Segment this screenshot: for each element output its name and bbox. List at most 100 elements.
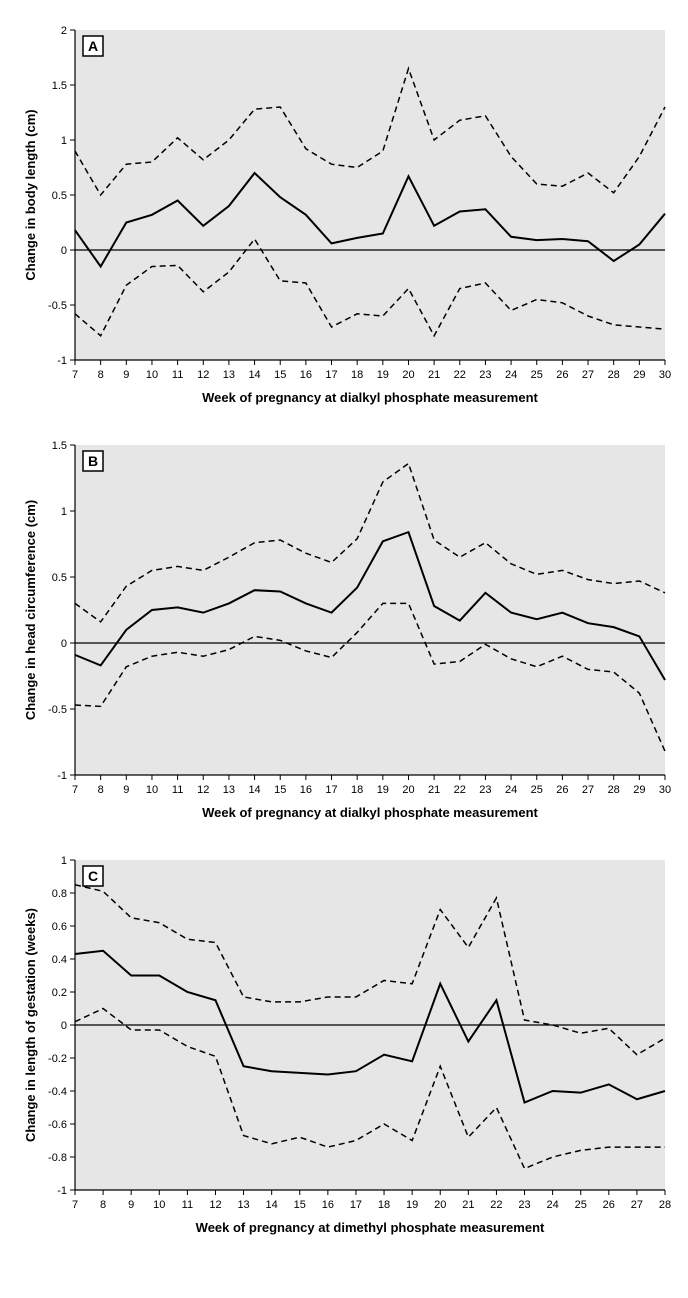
x-tick-label: 12 xyxy=(197,784,209,796)
panel-label: C xyxy=(88,868,98,884)
x-tick-label: 9 xyxy=(123,784,129,796)
chart-svg: -1-0.500.511.578910111213141516171819202… xyxy=(20,435,675,830)
x-tick-label: 14 xyxy=(248,369,260,381)
x-tick-label: 27 xyxy=(631,1199,643,1211)
x-tick-label: 20 xyxy=(402,784,414,796)
x-tick-label: 28 xyxy=(659,1199,671,1211)
y-tick-label: -0.4 xyxy=(48,1086,67,1098)
x-tick-label: 19 xyxy=(406,1199,418,1211)
x-tick-label: 27 xyxy=(582,369,594,381)
x-tick-label: 19 xyxy=(377,784,389,796)
x-tick-label: 25 xyxy=(575,1199,587,1211)
x-tick-label: 18 xyxy=(351,784,363,796)
x-tick-label: 21 xyxy=(428,369,440,381)
y-tick-label: 0.5 xyxy=(52,572,67,584)
x-tick-label: 19 xyxy=(377,369,389,381)
y-tick-label: 2 xyxy=(61,25,67,37)
x-tick-label: 22 xyxy=(454,784,466,796)
x-axis-label: Week of pregnancy at dialkyl phosphate m… xyxy=(202,805,538,820)
y-axis-label: Change in head circumference (cm) xyxy=(23,500,38,720)
plot-background xyxy=(75,445,665,775)
y-tick-label: -0.8 xyxy=(48,1152,67,1164)
x-tick-label: 21 xyxy=(428,784,440,796)
x-tick-label: 7 xyxy=(72,784,78,796)
x-tick-label: 15 xyxy=(274,369,286,381)
x-tick-label: 14 xyxy=(266,1199,278,1211)
x-tick-label: 12 xyxy=(197,369,209,381)
y-tick-label: 0 xyxy=(61,638,67,650)
x-tick-label: 20 xyxy=(434,1199,446,1211)
x-tick-label: 22 xyxy=(490,1199,502,1211)
y-tick-label: -0.5 xyxy=(48,704,67,716)
x-tick-label: 11 xyxy=(172,784,183,796)
y-tick-label: 0 xyxy=(61,245,67,257)
x-axis-label: Week of pregnancy at dialkyl phosphate m… xyxy=(202,390,538,405)
x-tick-label: 30 xyxy=(659,784,671,796)
x-tick-label: 25 xyxy=(531,784,543,796)
chart-svg: -1-0.8-0.6-0.4-0.200.20.40.60.8178910111… xyxy=(20,850,675,1245)
y-tick-label: 0.8 xyxy=(52,888,67,900)
x-tick-label: 29 xyxy=(633,369,645,381)
x-tick-label: 28 xyxy=(608,369,620,381)
x-tick-label: 18 xyxy=(351,369,363,381)
x-tick-label: 26 xyxy=(556,784,568,796)
y-tick-label: -0.5 xyxy=(48,300,67,312)
x-tick-label: 25 xyxy=(531,369,543,381)
x-tick-label: 24 xyxy=(505,784,517,796)
x-tick-label: 13 xyxy=(223,369,235,381)
x-tick-label: 17 xyxy=(350,1199,362,1211)
x-tick-label: 10 xyxy=(153,1199,165,1211)
x-tick-label: 9 xyxy=(123,369,129,381)
plot-background xyxy=(75,30,665,360)
chart-svg: -1-0.500.511.527891011121314151617181920… xyxy=(20,20,675,415)
x-tick-label: 17 xyxy=(325,369,337,381)
y-tick-label: 1.5 xyxy=(52,80,67,92)
x-tick-label: 18 xyxy=(378,1199,390,1211)
y-tick-label: 0.5 xyxy=(52,190,67,202)
x-tick-label: 8 xyxy=(98,784,104,796)
x-tick-label: 7 xyxy=(72,1199,78,1211)
x-tick-label: 13 xyxy=(223,784,235,796)
x-tick-label: 8 xyxy=(100,1199,106,1211)
y-tick-label: -1 xyxy=(57,1185,67,1197)
y-tick-label: 0.4 xyxy=(52,954,67,966)
x-tick-label: 15 xyxy=(294,1199,306,1211)
y-tick-label: -0.6 xyxy=(48,1119,67,1131)
x-tick-label: 21 xyxy=(462,1199,474,1211)
y-axis-label: Change in body length (cm) xyxy=(23,109,38,280)
x-tick-label: 10 xyxy=(146,369,158,381)
y-tick-label: 1 xyxy=(61,855,67,867)
x-tick-label: 16 xyxy=(300,369,312,381)
x-tick-label: 15 xyxy=(274,784,286,796)
y-tick-label: 0 xyxy=(61,1020,67,1032)
x-tick-label: 29 xyxy=(633,784,645,796)
chart-panel-b: -1-0.500.511.578910111213141516171819202… xyxy=(20,435,668,830)
panel-label: B xyxy=(88,453,98,469)
y-tick-label: -1 xyxy=(57,770,67,782)
x-tick-label: 16 xyxy=(322,1199,334,1211)
x-tick-label: 24 xyxy=(505,369,517,381)
x-tick-label: 22 xyxy=(454,369,466,381)
x-tick-label: 23 xyxy=(479,784,491,796)
x-axis-label: Week of pregnancy at dimethyl phosphate … xyxy=(196,1220,545,1235)
y-tick-label: 1 xyxy=(61,506,67,518)
chart-panel-a: -1-0.500.511.527891011121314151617181920… xyxy=(20,20,668,415)
y-tick-label: 0.6 xyxy=(52,921,67,933)
x-tick-label: 16 xyxy=(300,784,312,796)
x-tick-label: 11 xyxy=(182,1199,193,1211)
chart-container: -1-0.500.511.527891011121314151617181920… xyxy=(20,20,668,1245)
x-tick-label: 20 xyxy=(402,369,414,381)
chart-panel-c: -1-0.8-0.6-0.4-0.200.20.40.60.8178910111… xyxy=(20,850,668,1245)
x-tick-label: 17 xyxy=(325,784,337,796)
y-axis-label: Change in length of gestation (weeks) xyxy=(23,908,38,1142)
x-tick-label: 14 xyxy=(248,784,260,796)
y-tick-label: -1 xyxy=(57,355,67,367)
x-tick-label: 26 xyxy=(603,1199,615,1211)
x-tick-label: 26 xyxy=(556,369,568,381)
y-tick-label: 0.2 xyxy=(52,987,67,999)
x-tick-label: 30 xyxy=(659,369,671,381)
x-tick-label: 23 xyxy=(518,1199,530,1211)
y-tick-label: 1.5 xyxy=(52,440,67,452)
y-tick-label: -0.2 xyxy=(48,1053,67,1065)
x-tick-label: 13 xyxy=(237,1199,249,1211)
